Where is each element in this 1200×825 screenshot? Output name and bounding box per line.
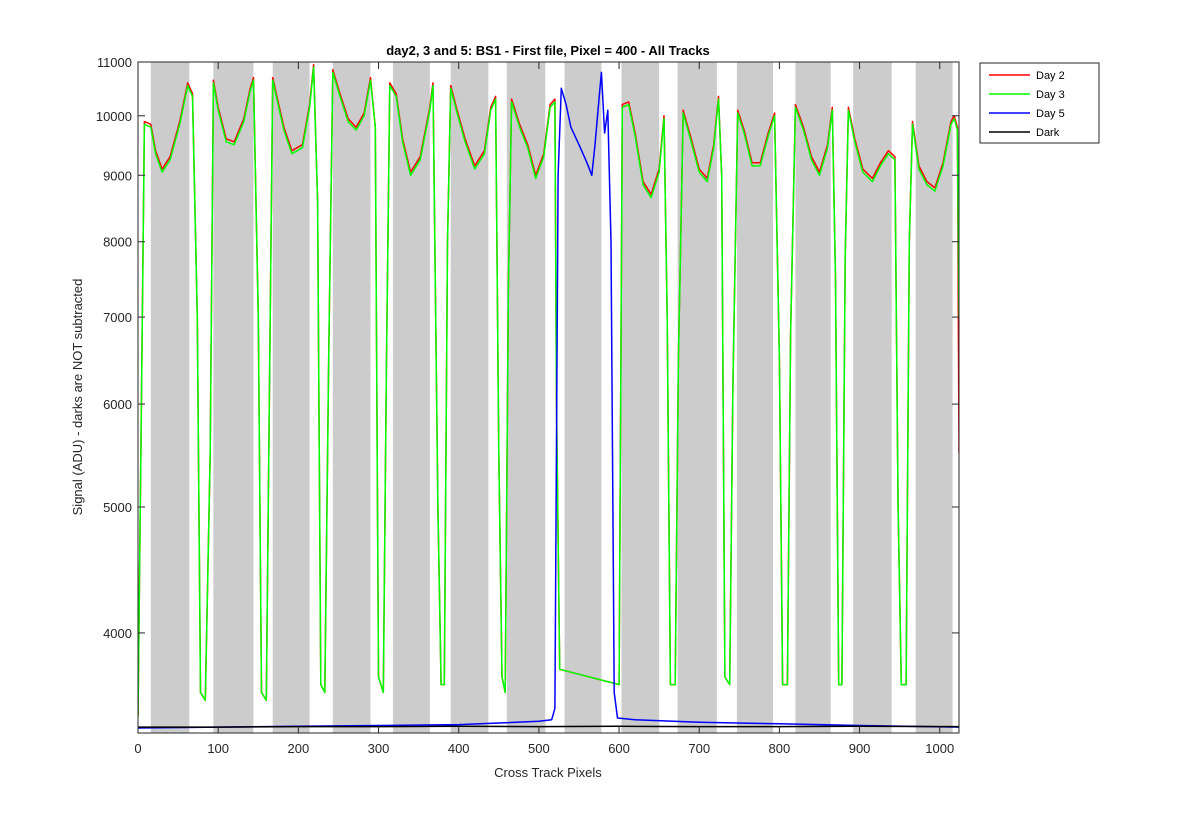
series-line bbox=[138, 66, 959, 717]
x-tick-label: 0 bbox=[134, 741, 141, 756]
plot-frame bbox=[137, 61, 960, 734]
shaded-band bbox=[853, 62, 892, 733]
x-tick-label: 800 bbox=[769, 741, 791, 756]
y-tick-label: 8000 bbox=[103, 235, 132, 250]
shaded-band bbox=[392, 62, 430, 733]
x-tick-label: 1000 bbox=[925, 741, 954, 756]
legend: Day 2 Day 3 Day 5 Dark bbox=[979, 62, 1100, 144]
x-tick-label: 200 bbox=[288, 741, 310, 756]
y-tick-label: 5000 bbox=[103, 500, 132, 515]
shaded-band bbox=[621, 62, 660, 733]
legend-label: Day 5 bbox=[1036, 108, 1065, 120]
shaded-band bbox=[736, 62, 773, 733]
x-tick-label: 100 bbox=[207, 741, 229, 756]
legend-label: Dark bbox=[1036, 127, 1060, 139]
shaded-band bbox=[795, 62, 831, 733]
series-line bbox=[138, 725, 959, 728]
shaded-band bbox=[506, 62, 546, 733]
x-tick-label: 700 bbox=[688, 741, 710, 756]
x-tick-label: 900 bbox=[849, 741, 871, 756]
x-axis: 0 100 200 300 400 500 600 700 800 900 1000 bbox=[134, 62, 954, 756]
x-tick-label: 500 bbox=[528, 741, 550, 756]
y-tick-label: 4000 bbox=[103, 626, 132, 641]
y-tick-label: 6000 bbox=[103, 397, 132, 412]
shaded-bands bbox=[150, 62, 953, 733]
shaded-band bbox=[564, 62, 602, 733]
series-line bbox=[138, 71, 959, 729]
shaded-band bbox=[915, 62, 953, 733]
shaded-band bbox=[332, 62, 371, 733]
y-tick-label: 11000 bbox=[97, 55, 132, 70]
x-tick-label: 300 bbox=[368, 741, 390, 756]
x-tick-label: 400 bbox=[448, 741, 470, 756]
chart-title: day2, 3 and 5: BS1 - First file, Pixel =… bbox=[386, 43, 710, 58]
y-tick-label: 10000 bbox=[96, 109, 132, 124]
legend-box bbox=[979, 62, 1100, 144]
y-tick-label: 9000 bbox=[103, 168, 132, 183]
shaded-band bbox=[150, 62, 190, 733]
legend-label: Day 3 bbox=[1036, 89, 1065, 101]
y-axis: 4000 5000 6000 7000 8000 9000 10000 11000 bbox=[96, 55, 959, 641]
shaded-band bbox=[677, 62, 717, 733]
y-axis-label: Signal (ADU) - darks are NOT subtracted bbox=[70, 279, 85, 516]
shaded-band bbox=[450, 62, 489, 733]
shaded-band bbox=[272, 62, 310, 733]
series-lines bbox=[138, 63, 959, 729]
x-axis-label: Cross Track Pixels bbox=[494, 765, 602, 780]
legend-label: Day 2 bbox=[1036, 70, 1065, 82]
shaded-band bbox=[213, 62, 254, 733]
y-tick-label: 7000 bbox=[103, 310, 132, 325]
x-tick-label: 600 bbox=[608, 741, 630, 756]
